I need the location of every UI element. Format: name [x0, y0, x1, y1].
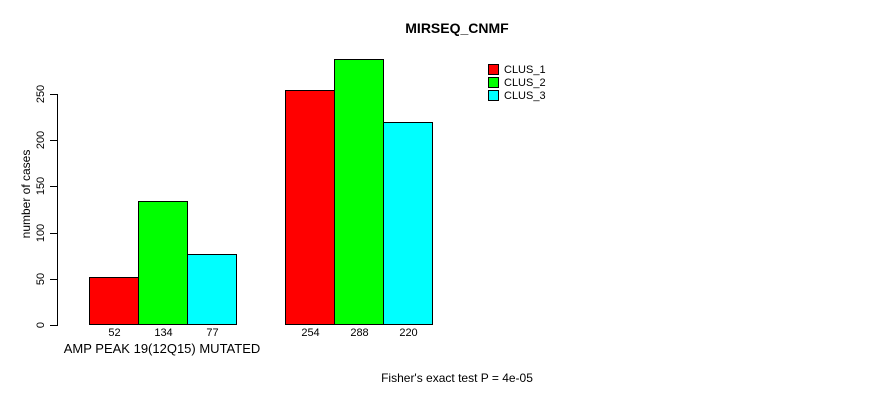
bar-clus_3-group1: [187, 254, 237, 325]
y-tick-mark: [50, 186, 57, 187]
bar-clus_3-group2: [383, 122, 433, 325]
y-tick-label: 50: [35, 272, 47, 286]
bar-clus_2-group2: [334, 59, 384, 325]
bar-value-label: 52: [108, 327, 121, 339]
chart-title: MIRSEQ_CNMF: [405, 20, 509, 36]
y-tick-label: 250: [35, 84, 47, 104]
y-tick-mark: [50, 233, 57, 234]
y-tick-label: 150: [35, 176, 47, 196]
legend-label: CLUS_1: [504, 63, 546, 76]
y-tick-mark: [50, 325, 57, 326]
legend: CLUS_1 CLUS_2 CLUS_3: [488, 63, 546, 102]
bar-value-label: 134: [154, 327, 173, 339]
y-tick-label: 200: [35, 130, 47, 150]
legend-swatch-icon: [488, 64, 499, 75]
x-category-label: AMP PEAK 19(12Q15) MUTATED: [63, 341, 261, 356]
bar-value-label: 220: [399, 327, 418, 339]
legend-label: CLUS_3: [504, 89, 546, 102]
legend-swatch-icon: [488, 77, 499, 88]
bar-clus_2-group1: [138, 201, 188, 325]
y-tick-label: 0: [35, 321, 47, 329]
legend-swatch-icon: [488, 90, 499, 101]
y-axis-label: number of cases: [19, 149, 33, 239]
y-tick-label: 100: [35, 223, 47, 243]
legend-label: CLUS_2: [504, 76, 546, 89]
bar-clus_1-group2: [285, 90, 335, 325]
legend-item-clus_2: CLUS_2: [488, 76, 546, 89]
legend-item-clus_3: CLUS_3: [488, 89, 546, 102]
y-tick-mark: [50, 279, 57, 280]
y-tick-mark: [50, 94, 57, 95]
legend-item-clus_1: CLUS_1: [488, 63, 546, 76]
annotation-text: Fisher's exact test P = 4e-05: [381, 371, 533, 385]
bar-value-label: 254: [301, 327, 320, 339]
y-tick-mark: [50, 140, 57, 141]
y-axis-line: [57, 94, 58, 326]
bar-clus_1-group1: [89, 277, 139, 325]
bar-value-label: 77: [206, 327, 219, 339]
bar-value-label: 288: [350, 327, 369, 339]
